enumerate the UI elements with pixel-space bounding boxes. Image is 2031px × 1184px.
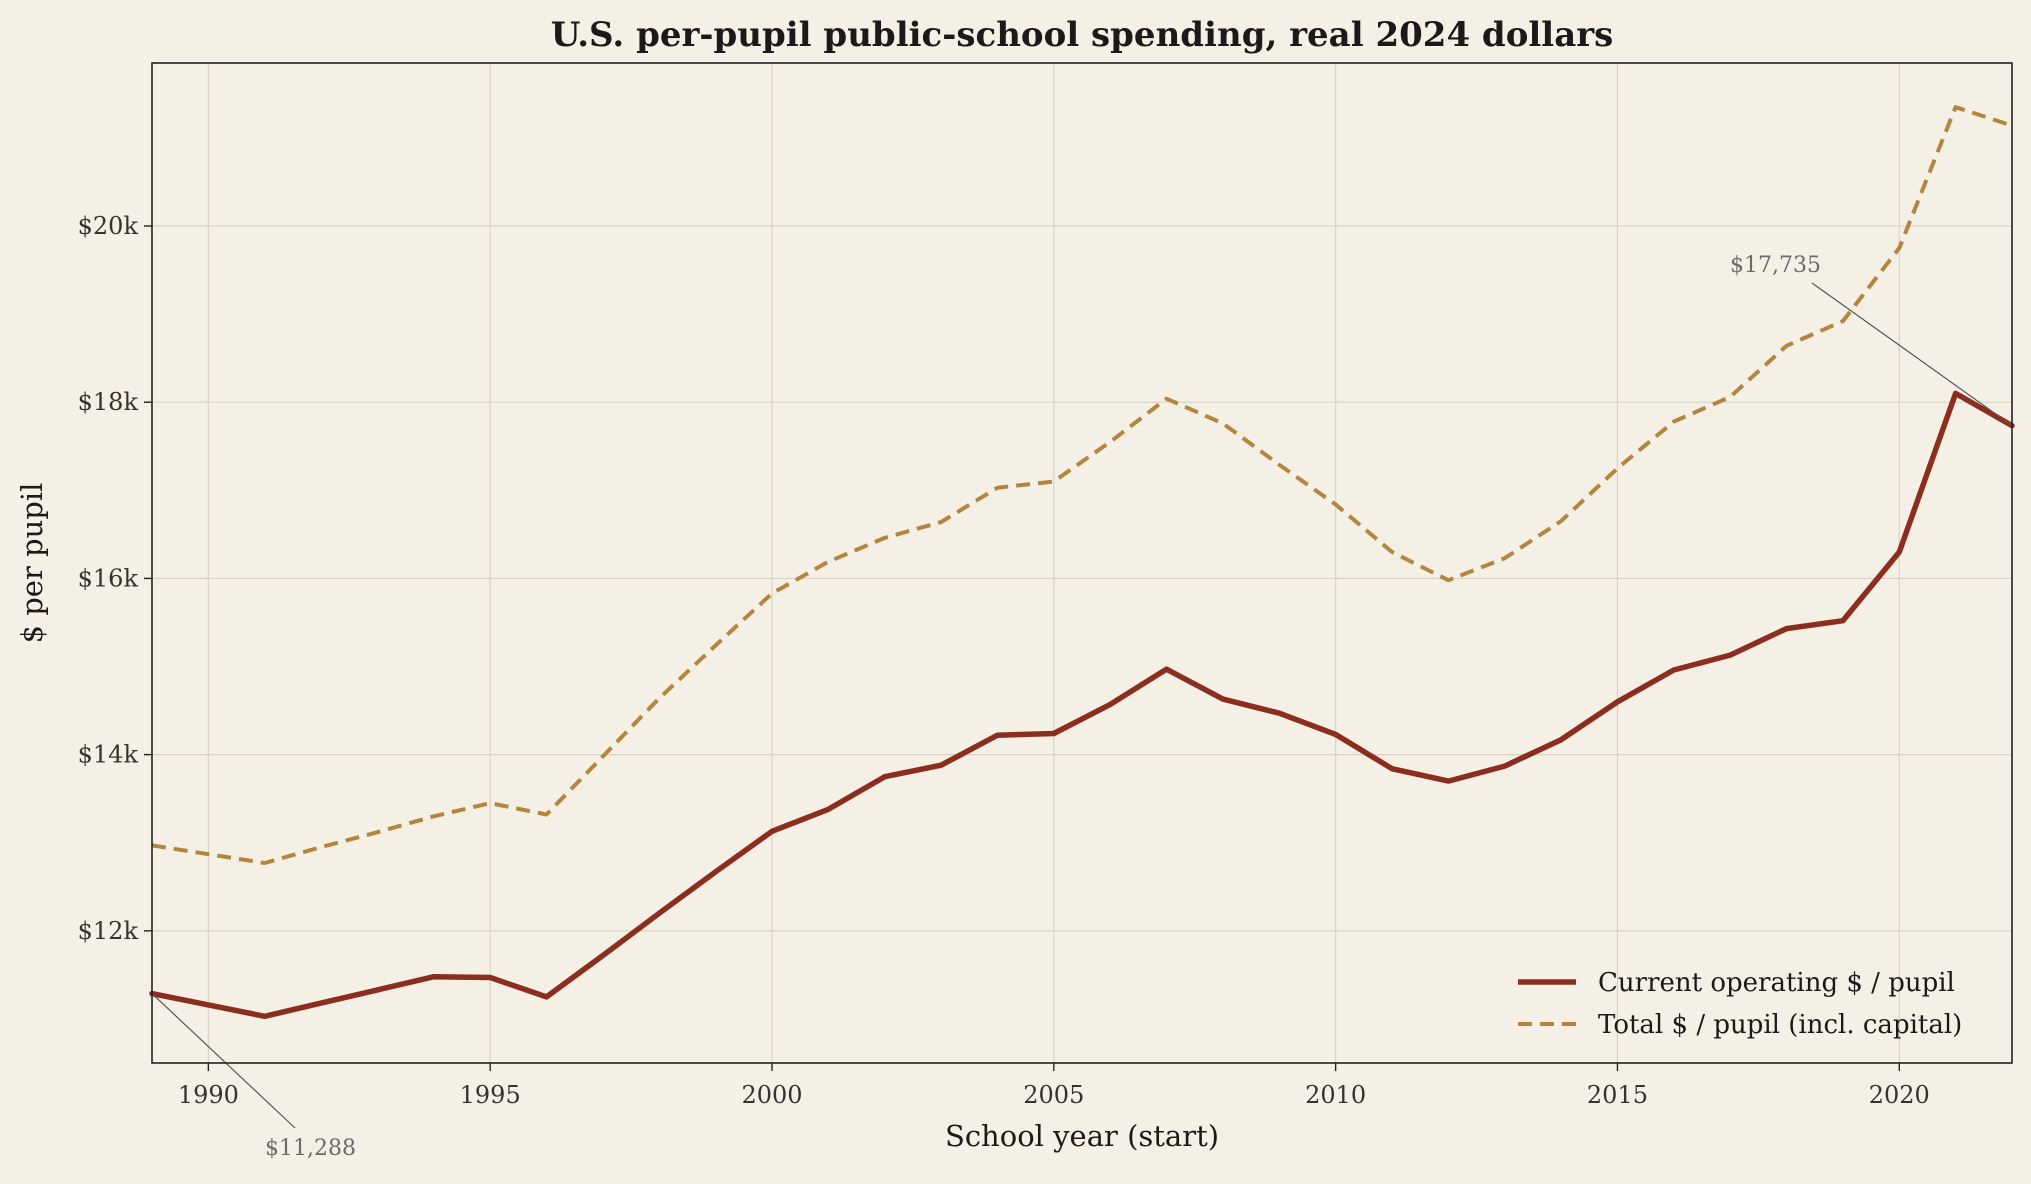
y-tick-label: $20k [78,212,139,240]
annotation-leader [1811,282,2013,427]
plot-frame [151,62,2013,1064]
plot-area [152,63,2012,1063]
legend-label: Total $ / pupil (incl. capital) [1598,1010,1962,1040]
annotation-leader [151,993,296,1129]
y-tick-label: $12k [78,917,139,945]
axis-ticks: 1990 1995 2000 2005 2010 2015 2020 $12k $14k $16k… [78,212,1930,1109]
x-tick-label: 2015 [1587,1081,1648,1109]
x-tick-label: 2010 [1305,1081,1366,1109]
chart-title: U.S. per-pupil public-school spending, r… [551,15,1614,55]
x-tick-label: 2000 [741,1081,802,1109]
legend-label: Current operating $ / pupil [1598,968,1955,998]
x-tick-label: 1990 [178,1081,239,1109]
x-tick-label: 2005 [1023,1081,1084,1109]
series-layer [149,105,2015,1020]
y-tick-label: $18k [78,388,139,416]
series-line-1 [151,105,2013,865]
annotation-label: $17,735 [1730,253,1821,278]
grid [152,63,2012,1063]
annotation-label: $11,288 [265,1136,356,1161]
series-line-0 [149,390,2015,1020]
annotations: $11,288 $17,735 [151,253,2013,1161]
y-tick-label: $14k [78,741,139,769]
legend: Current operating $ / pupil Total $ / pup… [1518,968,1962,1040]
y-tick-label: $16k [78,564,139,592]
y-axis-label: $ per pupil [15,483,49,644]
x-tick-label: 2020 [1869,1081,1930,1109]
x-tick-label: 1995 [460,1081,521,1109]
x-axis-label: School year (start) [945,1119,1219,1153]
